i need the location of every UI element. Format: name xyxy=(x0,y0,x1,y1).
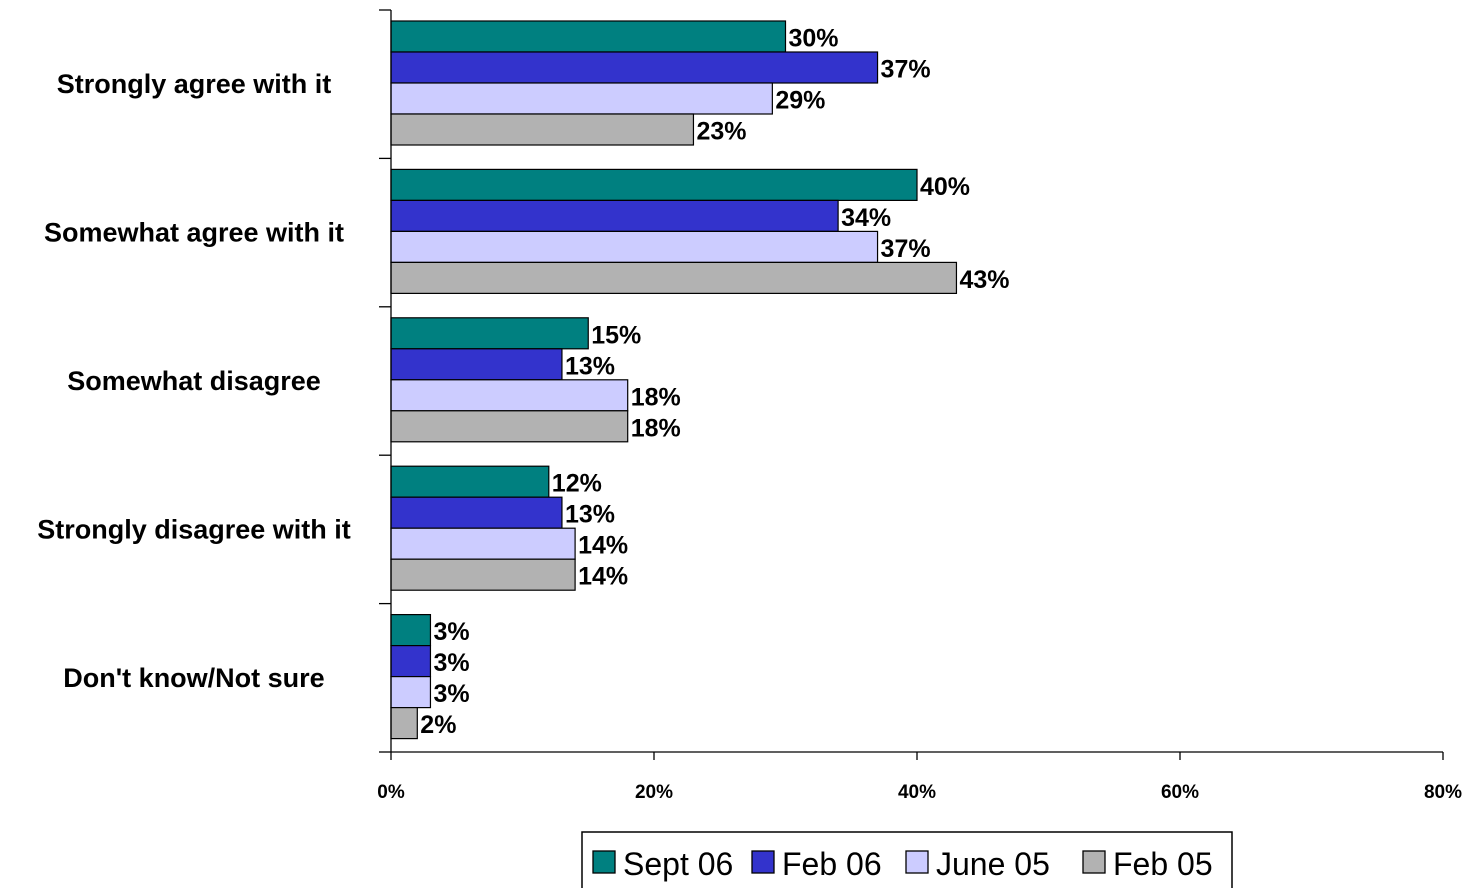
bar-somewhat-agree-with-it-sept-06 xyxy=(390,168,918,201)
data-label: 34% xyxy=(841,204,891,232)
bar-somewhat-agree-with-it-june-05 xyxy=(390,230,879,263)
bar-strongly-agree-with-it-sept-06 xyxy=(390,20,787,53)
x-tick-label: 40% xyxy=(898,782,936,803)
data-label: 13% xyxy=(565,352,615,380)
data-label: 2% xyxy=(420,711,456,739)
legend-label-sept-06: Sept 06 xyxy=(623,846,733,882)
labels-layer: 30% 37% 29% 23% 40% 34% 37% 43% 15% 13% 18% 18% 12% 1… xyxy=(420,25,1009,740)
data-label: 37% xyxy=(881,56,931,84)
data-label: 12% xyxy=(552,470,602,498)
bar-strongly-agree-with-it-june-05 xyxy=(390,82,773,115)
data-label: 23% xyxy=(696,118,746,146)
bar-strongly-disagree-with-it-feb-06 xyxy=(390,496,563,529)
bar-don-t-know-not-sure-june-05 xyxy=(390,675,432,709)
category-label: Somewhat disagree xyxy=(67,366,321,396)
data-label: 29% xyxy=(775,87,825,115)
data-label: 18% xyxy=(631,383,681,411)
x-tick-label: 80% xyxy=(1424,782,1462,803)
legend: Sept 06 Feb 06 June 05 Feb 05 xyxy=(581,831,1233,888)
bar-somewhat-agree-with-it-feb-06 xyxy=(390,199,839,232)
axis-layer: 0% 20% 40% 60% 80% Strongly agree with it Some… xyxy=(37,9,1462,803)
bar-strongly-agree-with-it-feb-05 xyxy=(390,113,695,146)
bar-strongly-disagree-with-it-feb-05 xyxy=(390,558,576,591)
bar-somewhat-disagree-sept-06 xyxy=(390,317,589,350)
legend-label-june-05: June 05 xyxy=(936,846,1050,882)
bar-don-t-know-not-sure-feb-06 xyxy=(390,644,432,678)
bar-somewhat-disagree-feb-05 xyxy=(390,410,629,443)
bar-strongly-disagree-with-it-sept-06 xyxy=(390,465,550,498)
category-label: Strongly agree with it xyxy=(57,69,332,99)
bar-somewhat-disagree-feb-06 xyxy=(390,348,563,381)
data-label: 43% xyxy=(959,266,1009,294)
x-tick-label: 20% xyxy=(635,782,673,803)
data-label: 14% xyxy=(578,532,628,560)
category-label: Somewhat agree with it xyxy=(44,218,344,248)
bar-somewhat-agree-with-it-feb-05 xyxy=(390,261,958,294)
data-label: 14% xyxy=(578,563,628,591)
bar-don-t-know-not-sure-sept-06 xyxy=(390,613,432,647)
data-label: 15% xyxy=(591,321,641,349)
bar-strongly-agree-with-it-feb-06 xyxy=(390,51,879,84)
data-label: 3% xyxy=(433,680,469,708)
data-label: 13% xyxy=(565,501,615,529)
data-label: 3% xyxy=(433,618,469,646)
legend-swatch-feb-06 xyxy=(751,850,775,874)
data-label: 30% xyxy=(789,25,839,53)
data-label: 3% xyxy=(433,649,469,677)
legend-swatch-feb-05 xyxy=(1082,850,1106,874)
category-label: Don't know/Not sure xyxy=(63,663,324,693)
legend-label-feb-06: Feb 06 xyxy=(782,846,882,882)
bar-strongly-disagree-with-it-june-05 xyxy=(390,527,576,560)
legend-swatch-sept-06 xyxy=(592,850,616,874)
legend-label-feb-05: Feb 05 xyxy=(1113,846,1213,882)
bar-somewhat-disagree-june-05 xyxy=(390,379,629,412)
bars-layer xyxy=(390,20,958,740)
category-label: Strongly disagree with it xyxy=(37,514,351,544)
data-label: 18% xyxy=(631,414,681,442)
data-label: 40% xyxy=(920,173,970,201)
x-tick-label: 60% xyxy=(1161,782,1199,803)
bar-don-t-know-not-sure-feb-05 xyxy=(390,706,418,740)
data-label: 37% xyxy=(881,235,931,263)
x-tick-label: 0% xyxy=(377,782,405,803)
legend-swatch-june-05 xyxy=(905,850,929,874)
